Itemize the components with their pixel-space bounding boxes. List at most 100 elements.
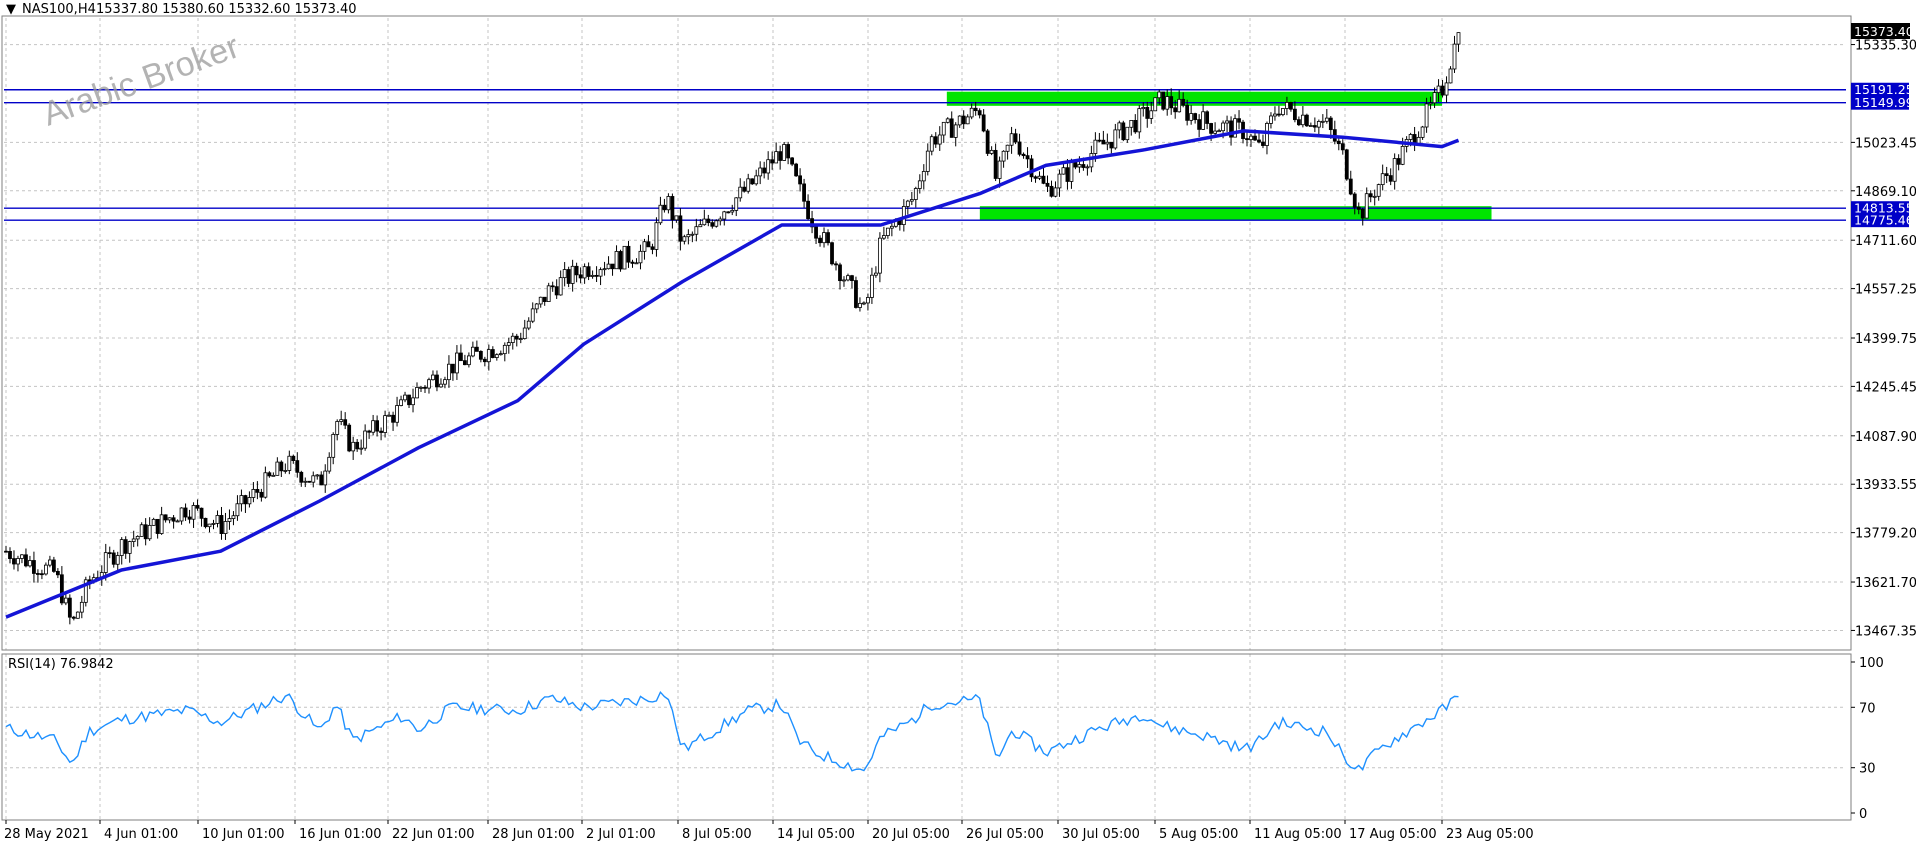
- candle-body: [195, 505, 200, 509]
- candle-body: [8, 551, 12, 559]
- candle-body: [1013, 133, 1018, 143]
- candle-body: [546, 285, 551, 302]
- candle-body: [622, 245, 627, 270]
- collapse-arrow-icon[interactable]: ▼: [6, 2, 16, 17]
- candle-body: [881, 235, 886, 239]
- candle-body: [1189, 113, 1194, 121]
- candle-body: [542, 296, 547, 302]
- rsi-panel: [5, 690, 1459, 772]
- candle-body: [1161, 91, 1166, 110]
- candle-body: [1137, 108, 1142, 133]
- candle-body: [1408, 134, 1413, 140]
- candle-body: [1185, 104, 1190, 121]
- main-panel-frame: [1, 15, 1852, 651]
- candle-body: [1221, 122, 1225, 132]
- candle-body: [47, 559, 52, 566]
- candle-body: [311, 475, 316, 483]
- candle-body: [917, 180, 922, 189]
- candle-body: [642, 241, 647, 252]
- candle-body: [1105, 141, 1110, 145]
- candle-body: [582, 266, 587, 279]
- candle-body: [718, 218, 723, 222]
- candle-body: [1249, 135, 1253, 141]
- candle-body: [925, 150, 930, 172]
- candle-body: [526, 320, 531, 329]
- candle-body: [1125, 126, 1130, 141]
- candle-body: [1444, 82, 1449, 96]
- candle-body: [40, 573, 44, 576]
- time-axis-label: 28 Jun 01:00: [492, 827, 575, 842]
- rsi-tick-label: 30: [1859, 762, 1876, 777]
- candle-body: [921, 171, 926, 182]
- candle-body: [634, 262, 639, 265]
- candle-body: [159, 514, 164, 534]
- candle-body: [1436, 85, 1441, 93]
- candle-body: [866, 297, 870, 304]
- candle-body: [71, 616, 76, 619]
- candle-body: [730, 209, 735, 213]
- candle-body: [1157, 91, 1162, 99]
- candle-body: [1001, 150, 1006, 162]
- candle-body: [1121, 122, 1126, 141]
- candle-body: [1021, 153, 1026, 157]
- price-tick-label: 14869.10: [1855, 185, 1916, 200]
- candle-body: [175, 520, 180, 523]
- candle-body: [32, 560, 36, 574]
- candle-body: [59, 574, 64, 604]
- candle-body: [243, 495, 248, 505]
- price-tick-label: 14245.45: [1855, 380, 1916, 395]
- candle-body: [1312, 125, 1317, 128]
- candle-body: [339, 419, 344, 422]
- candle-body: [1033, 176, 1038, 179]
- candle-body: [562, 269, 567, 279]
- candle-body: [459, 352, 463, 362]
- candle-body: [207, 523, 212, 528]
- candle-body: [307, 480, 312, 483]
- candle-body: [1037, 175, 1042, 179]
- candle-body: [778, 151, 783, 161]
- time-axis-label: 16 Jun 01:00: [299, 827, 382, 842]
- candle-body: [854, 280, 858, 308]
- candle-body: [215, 515, 220, 524]
- candle-body: [646, 241, 651, 248]
- candle-body: [1292, 108, 1297, 121]
- candle-body: [578, 274, 583, 279]
- time-axis-label: 23 Aug 05:00: [1446, 827, 1534, 842]
- candle-body: [518, 338, 523, 341]
- candle-body: [901, 206, 906, 225]
- candle-body: [287, 455, 292, 471]
- candle-body: [1424, 103, 1429, 128]
- candle-body: [427, 379, 431, 389]
- candle-body: [151, 518, 156, 526]
- candle-body: [842, 279, 846, 282]
- candle-body: [698, 224, 703, 228]
- candle-body: [522, 327, 527, 340]
- candle-body: [846, 275, 850, 281]
- level-label-text: 14775.46: [1854, 213, 1914, 228]
- candle-body: [167, 517, 172, 521]
- time-axis-label: 11 Aug 05:00: [1254, 827, 1342, 842]
- candle-body: [714, 220, 719, 227]
- candle-body: [1348, 178, 1353, 195]
- candle-body: [1356, 206, 1361, 210]
- level-label-box: [1851, 213, 1909, 228]
- candle-body: [1344, 149, 1349, 180]
- candle-body: [143, 524, 148, 540]
- candle-body: [447, 363, 451, 381]
- candle-body: [474, 346, 479, 352]
- price-tick-label: 14711.60: [1855, 234, 1916, 249]
- candle-body: [1368, 193, 1373, 198]
- candle-body: [335, 421, 340, 435]
- candle-body: [123, 539, 128, 554]
- candle-body: [590, 274, 595, 277]
- candle-body: [1308, 125, 1313, 127]
- candle-body: [395, 405, 399, 423]
- candle-body: [494, 354, 499, 358]
- candle-body: [279, 461, 284, 472]
- candle-body: [1181, 98, 1186, 106]
- candle-body: [953, 124, 958, 138]
- price-tick-label: 13933.55: [1855, 478, 1916, 493]
- price-tick-label: 14557.25: [1855, 283, 1916, 298]
